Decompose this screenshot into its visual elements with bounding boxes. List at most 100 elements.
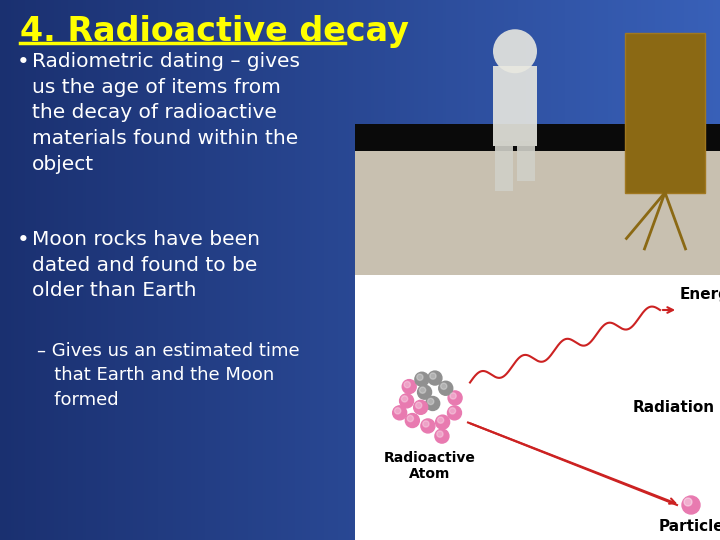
Bar — [450, 0, 454, 540]
Bar — [479, 0, 482, 540]
Bar — [623, 0, 626, 540]
Circle shape — [421, 419, 435, 433]
Bar — [673, 0, 677, 540]
Bar — [94, 0, 97, 540]
Bar — [216, 0, 220, 540]
Bar — [529, 0, 533, 540]
Bar — [18, 0, 22, 540]
Bar — [691, 0, 695, 540]
Bar — [490, 0, 493, 540]
Bar — [677, 0, 680, 540]
Bar — [86, 0, 90, 540]
Bar — [508, 0, 511, 540]
Bar — [468, 0, 472, 540]
Circle shape — [415, 372, 429, 386]
Bar — [248, 0, 252, 540]
Bar — [50, 0, 54, 540]
Bar — [223, 0, 227, 540]
Bar — [493, 66, 537, 146]
Bar — [79, 0, 83, 540]
Text: Energy: Energy — [680, 287, 720, 302]
Circle shape — [682, 496, 700, 514]
Bar — [346, 0, 349, 540]
Circle shape — [435, 429, 449, 443]
Bar — [115, 0, 119, 540]
Bar — [436, 0, 439, 540]
Bar — [500, 0, 504, 540]
Bar — [162, 0, 166, 540]
Bar — [306, 0, 310, 540]
Bar — [421, 0, 425, 540]
Circle shape — [404, 381, 410, 388]
Bar — [630, 0, 634, 540]
Bar — [169, 0, 173, 540]
Bar — [497, 0, 500, 540]
Bar — [367, 0, 371, 540]
Bar — [274, 0, 277, 540]
Bar — [101, 0, 104, 540]
Bar — [608, 0, 612, 540]
Bar — [202, 0, 205, 540]
Bar — [281, 0, 284, 540]
Bar — [176, 0, 180, 540]
Bar — [338, 0, 342, 540]
Bar — [122, 0, 126, 540]
Bar — [335, 0, 338, 540]
Bar — [626, 0, 630, 540]
Bar — [605, 0, 608, 540]
Bar — [644, 0, 648, 540]
Bar — [328, 0, 331, 540]
Bar — [625, 32, 705, 192]
Circle shape — [441, 383, 447, 389]
Bar — [432, 0, 436, 540]
Bar — [572, 0, 576, 540]
Circle shape — [450, 393, 456, 399]
Circle shape — [414, 400, 428, 414]
Bar — [590, 0, 594, 540]
Bar — [133, 0, 137, 540]
Circle shape — [415, 402, 422, 408]
Bar — [457, 0, 461, 540]
Bar — [526, 0, 529, 540]
Bar — [137, 0, 140, 540]
Bar — [227, 0, 230, 540]
Bar — [61, 0, 65, 540]
Bar — [119, 0, 122, 540]
Bar — [25, 0, 29, 540]
Bar — [698, 0, 702, 540]
Circle shape — [402, 396, 408, 402]
Bar — [454, 0, 457, 540]
Bar — [428, 0, 432, 540]
Bar — [418, 0, 421, 540]
Bar — [299, 0, 302, 540]
Bar — [342, 0, 346, 540]
Bar — [655, 0, 659, 540]
Bar — [292, 0, 295, 540]
Bar — [562, 0, 565, 540]
Bar — [385, 0, 389, 540]
Bar — [112, 0, 115, 540]
Bar — [374, 0, 378, 540]
Bar — [245, 0, 248, 540]
Bar — [313, 0, 317, 540]
Bar — [22, 0, 25, 540]
Circle shape — [417, 374, 423, 380]
Bar — [11, 0, 14, 540]
Bar — [475, 0, 479, 540]
Circle shape — [448, 391, 462, 405]
Bar — [209, 0, 212, 540]
Bar — [97, 0, 101, 540]
Bar — [148, 0, 151, 540]
Bar — [331, 0, 335, 540]
Bar — [220, 0, 223, 540]
Bar — [533, 0, 536, 540]
Bar — [230, 0, 234, 540]
Bar — [173, 0, 176, 540]
Bar — [277, 0, 281, 540]
Text: Moon rocks have been
dated and found to be
older than Earth: Moon rocks have been dated and found to … — [32, 230, 260, 300]
Bar — [576, 0, 580, 540]
Bar — [695, 0, 698, 540]
Bar — [194, 0, 198, 540]
Circle shape — [418, 385, 431, 399]
Bar — [482, 0, 486, 540]
